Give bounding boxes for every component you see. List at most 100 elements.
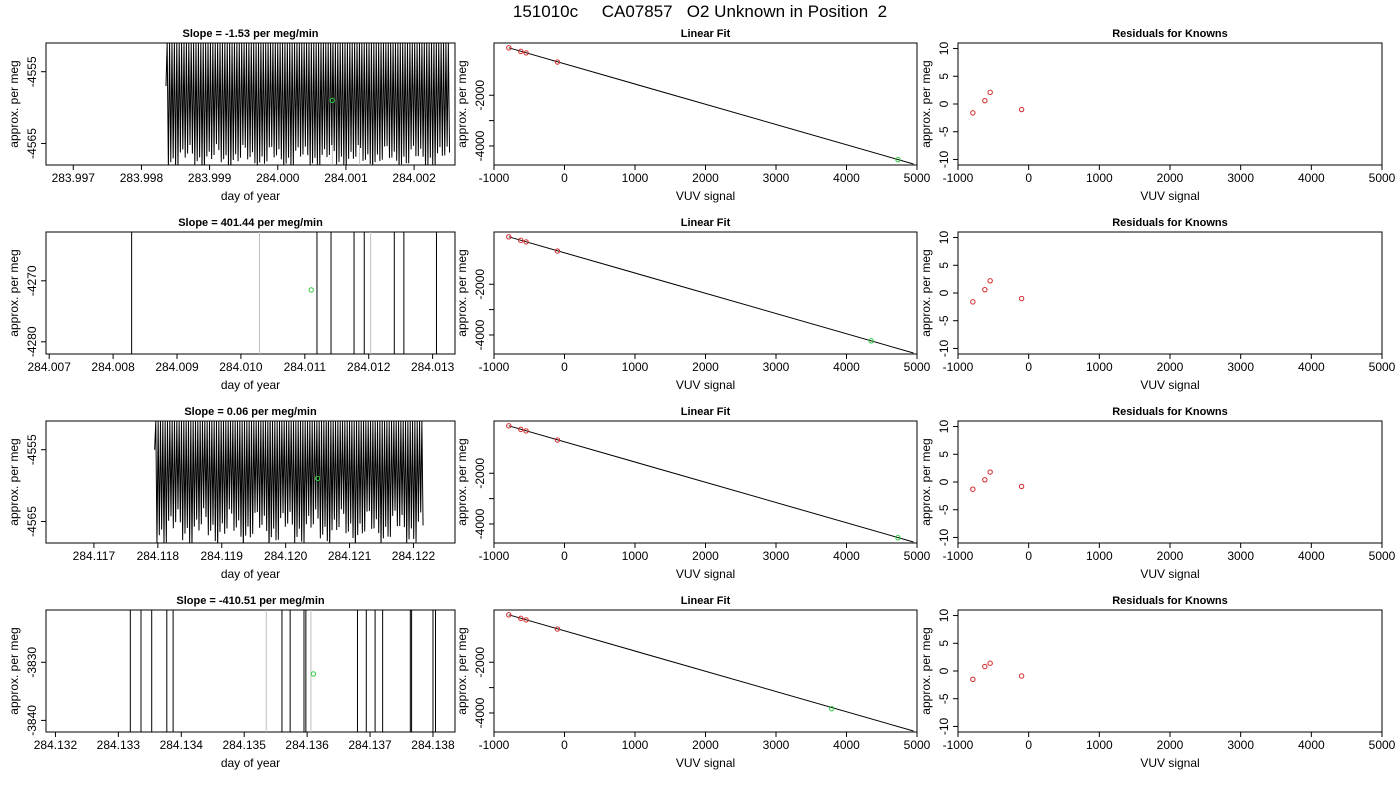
y-tick-label: -4555 [25,434,39,465]
panel-title: Slope = 401.44 per meg/min [178,217,323,229]
x-tick-label: 3000 [1227,549,1254,563]
x-tick-label: 1000 [622,360,649,374]
x-axis-label: day of year [221,567,280,581]
y-tick-label: -2000 [473,269,487,300]
plot-frame [957,609,1383,733]
plot-frame [45,420,456,544]
plot-frame [45,231,456,355]
known-point [1018,483,1025,490]
x-axis-label: day of year [221,378,280,392]
x-tick-label: 2000 [692,549,719,563]
panel-title: Residuals for Knowns [1112,28,1228,40]
x-tick-label: 284.013 [411,360,455,374]
y-axis-label: approx. per meg [7,438,21,525]
panel-title: Residuals for Knowns [1112,217,1228,229]
chart-panel: Slope = -410.51 per meg/min 284.132 284.13… [7,595,456,770]
chart-panel: Residuals for Knowns -1000 0 1000 2000 3000 40… [919,217,1396,392]
x-tick-label: -1000 [943,549,974,563]
unknown-point [895,156,901,163]
x-tick-label: 3000 [763,549,790,563]
y-axis-label: approx. per meg [919,627,933,714]
x-tick-label: 0 [561,738,568,752]
known-point [506,612,512,618]
fit-line [508,614,914,732]
chart-panel: Linear Fit -1000 0 1000 2000 3000 4000 5000 VUV … [455,28,931,203]
x-tick-label: 1000 [1086,738,1113,752]
x-tick-label: 1000 [1086,360,1113,374]
y-tick-label: 10 [937,420,951,434]
plot-frame [493,231,918,355]
x-tick-label: 0 [561,360,568,374]
x-tick-label: 284.000 [256,171,300,185]
x-tick-label: 2000 [692,171,719,185]
y-axis-label: approx. per meg [919,438,933,525]
x-tick-label: 2000 [1157,360,1184,374]
x-tick-label: 284.007 [28,360,72,374]
x-tick-label: 3000 [763,738,790,752]
panel-title: Residuals for Knowns [1112,406,1228,418]
x-tick-label: 4000 [1298,549,1325,563]
x-tick-label: 284.008 [91,360,135,374]
x-axis-label: VUV signal [676,567,735,581]
x-axis-label: VUV signal [676,756,735,770]
plot-frame [957,42,1383,166]
trace-line [154,421,424,543]
x-tick-label: 284.136 [285,738,329,752]
x-axis-label: VUV signal [1140,378,1199,392]
known-point [982,663,988,670]
x-tick-label: 284.137 [348,738,392,752]
chart-panel: Residuals for Knowns -1000 0 1000 2000 3000 40… [919,595,1396,770]
chart-panel: Linear Fit -1000 0 1000 2000 3000 4000 5000 VUV … [455,217,931,392]
known-point [1018,673,1025,679]
y-tick-label: -5 [937,315,951,326]
plot-area [506,45,914,165]
y-tick-label: 5 [937,451,951,458]
known-point [982,97,988,104]
x-tick-label: -1000 [943,360,974,374]
plot-frame [45,42,456,166]
y-axis-label: approx. per meg [7,60,21,147]
known-point [1018,106,1025,113]
x-tick-label: 284.121 [328,549,372,563]
x-tick-label: 284.134 [160,738,204,752]
y-tick-label: -4280 [25,326,39,357]
panel-title: Slope = -410.51 per meg/min [176,595,325,607]
x-tick-label: -1000 [943,171,974,185]
plot-area [970,89,1025,116]
y-tick-label: -5 [937,504,951,515]
x-tick-label: 3000 [1227,738,1254,752]
known-point [518,48,524,55]
y-axis-label: approx. per meg [919,60,933,147]
plot-frame [957,231,1383,355]
x-tick-label: 284.133 [97,738,141,752]
x-tick-label: 4000 [833,738,860,752]
x-tick-label: 1000 [1086,171,1113,185]
plot-area [970,469,1025,492]
chart-panel: Slope = -1.53 per meg/min 283.997 283.998 2… [7,28,456,203]
x-tick-label: 3000 [763,360,790,374]
y-tick-label: -4000 [473,697,487,728]
plot-area [154,421,424,543]
x-tick-label: 284.012 [347,360,391,374]
panel-title: Slope = -1.53 per meg/min [182,28,318,40]
known-point [987,660,993,666]
x-tick-label: 1000 [622,738,649,752]
x-tick-label: 5000 [904,171,931,185]
plot-area [970,660,1025,683]
known-point [987,278,993,284]
fit-line [508,236,914,354]
x-tick-label: 3000 [763,171,790,185]
known-point [987,89,993,96]
x-tick-label: 2000 [692,360,719,374]
x-tick-label: 284.001 [324,171,368,185]
known-point [987,469,993,475]
plot-frame [493,42,918,166]
chart-panel: Residuals for Knowns -1000 0 1000 2000 3000 40… [919,406,1396,581]
y-axis-label: approx. per meg [455,249,469,336]
known-point [554,248,561,254]
x-tick-label: 4000 [1298,360,1325,374]
x-tick-label: 283.999 [188,171,232,185]
x-tick-label: 0 [1025,549,1032,563]
x-tick-label: 1000 [1086,549,1113,563]
unknown-point [308,287,314,293]
